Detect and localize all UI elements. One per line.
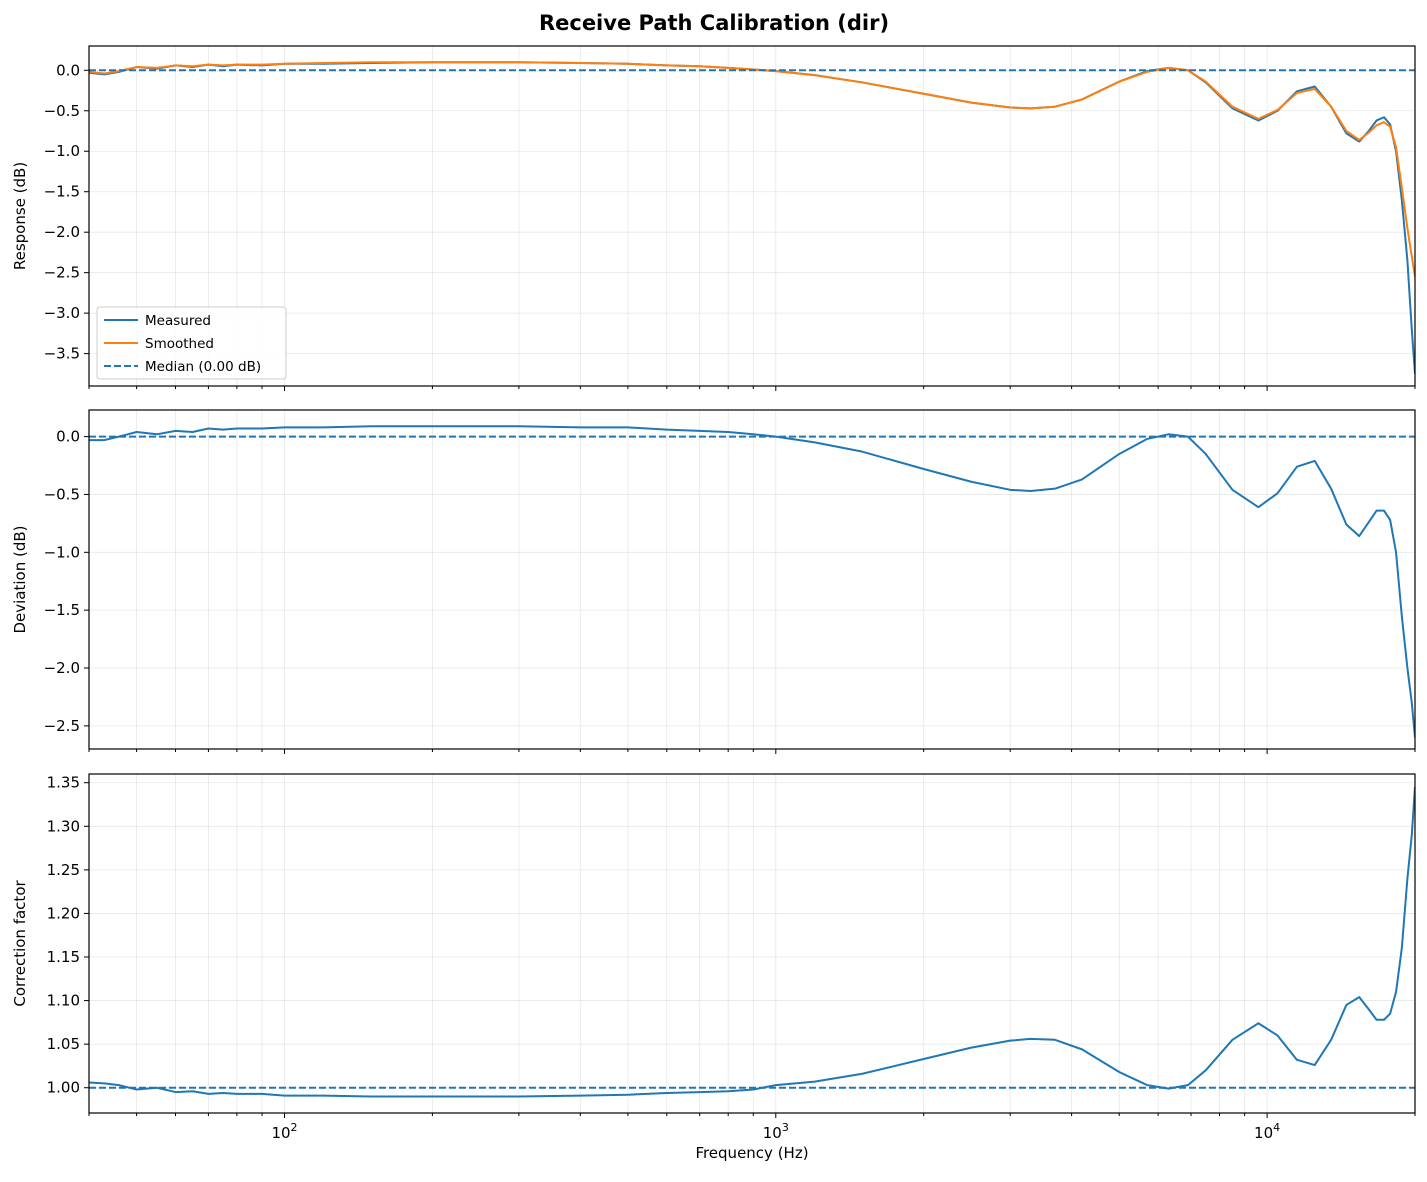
y-tick-label: 1.35: [47, 774, 80, 792]
y-tick-label: 1.00: [47, 1079, 80, 1097]
grid: [88, 774, 1416, 1113]
y-tick-label: −1.5: [44, 601, 80, 619]
series-line-measured: [89, 61, 1415, 374]
series-group: [89, 425, 1415, 738]
y-tick-label: 1.10: [47, 992, 80, 1010]
y-tick-label: −0.5: [44, 102, 80, 120]
series-line-deviation: [89, 425, 1415, 738]
y-axis-label: Deviation (dB): [11, 525, 29, 633]
y-tick-label: 1.05: [47, 1035, 80, 1053]
legend-label: Smoothed: [145, 336, 214, 352]
y-tick-label: −1.0: [44, 543, 80, 561]
y-tick-label: −1.5: [44, 183, 80, 201]
y-tick-label: −0.5: [44, 485, 80, 503]
series-group: [89, 61, 1415, 374]
figure-title: Receive Path Calibration (dir): [539, 11, 889, 35]
x-tick-label: 103: [763, 1121, 789, 1142]
axes-frame: [88, 773, 1416, 1114]
y-tick-label: −2.0: [44, 659, 80, 677]
y-tick-label: 0.0: [56, 61, 80, 79]
y-tick-label: −2.0: [44, 223, 80, 241]
y-axis-label: Response (dB): [11, 162, 29, 270]
legend-label: Measured: [145, 313, 211, 329]
y-tick-label: −1.0: [44, 142, 80, 160]
y-tick-label: 1.30: [47, 817, 80, 835]
subplot-1: 0.0 −0.5 −1.0 −1.5 −2.0 −2.5 −3.0 −3.5 Response …: [11, 45, 1416, 391]
x-axis-label: Frequency (Hz): [695, 1144, 808, 1162]
y-tick-label: 0.0: [56, 428, 80, 446]
legend-box: [96, 306, 287, 380]
y-tick-label: −3.0: [44, 304, 80, 322]
subplot-3: 1.00 1.05 1.10 1.15 1.20 1.25 1.30 1.35 102 103 10…: [11, 773, 1416, 1162]
y-tick-label: −3.5: [44, 345, 80, 363]
subplots: 0.0 −0.5 −1.0 −1.5 −2.0 −2.5 −3.0 −3.5 Response …: [11, 45, 1416, 1162]
x-tick-label: 104: [1254, 1121, 1280, 1142]
x-tick-label: 102: [271, 1121, 297, 1142]
legend-label: Median (0.00 dB): [145, 359, 261, 375]
y-tick-label: 1.20: [47, 904, 80, 922]
y-tick-label: 1.15: [47, 948, 80, 966]
y-tick-label: 1.25: [47, 861, 80, 879]
grid: [88, 46, 1416, 386]
series-line-deviation: [89, 787, 1415, 1098]
series-group: [89, 787, 1415, 1098]
y-axis-label: Correction factor: [11, 880, 29, 1007]
y-tick-label: −2.5: [44, 717, 80, 735]
axes-frame: [88, 409, 1416, 750]
y-tick-label: −2.5: [44, 264, 80, 282]
subplot-2: 0.0 −0.5 −1.0 −1.5 −2.0 −2.5 Deviation (dB): [11, 409, 1416, 754]
legend: Measured Smoothed Median (0.00 dB): [96, 306, 287, 380]
axes-frame: [88, 45, 1416, 387]
series-line-smoothed: [89, 61, 1415, 277]
grid: [88, 410, 1416, 749]
